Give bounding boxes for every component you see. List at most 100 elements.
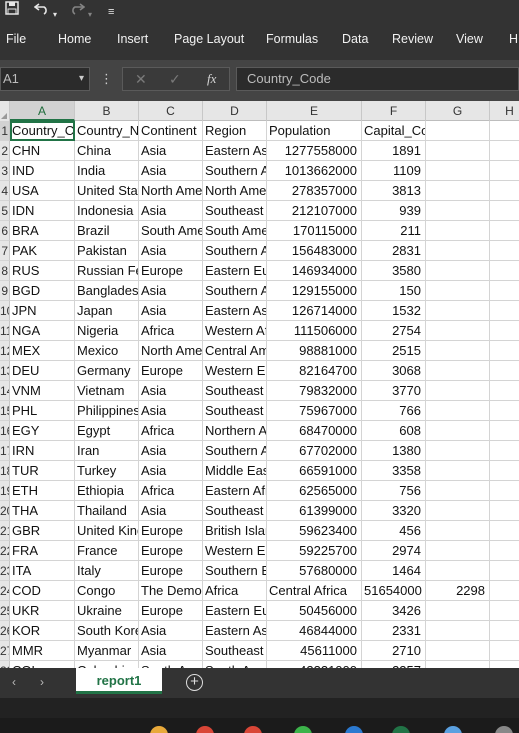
cell-g24[interactable]: 2298 [426,581,490,601]
cell-g18[interactable] [426,461,490,481]
chevron-down-icon[interactable]: ▾ [78,73,84,84]
cell-e8[interactable]: 146934000 [267,261,362,281]
cell-c22[interactable]: Europe [139,541,203,561]
app-icon-red[interactable] [196,726,214,733]
row-header[interactable]: 27 [0,641,10,661]
cell-f15[interactable]: 766 [362,401,426,421]
row-header[interactable]: 14 [0,381,10,401]
cell-b10[interactable]: Japan [75,301,139,321]
cell-c10[interactable]: Asia [139,301,203,321]
cell-g19[interactable] [426,481,490,501]
cell-e13[interactable]: 82164700 [267,361,362,381]
cell-d26[interactable]: Eastern Asia [203,621,267,641]
cell-f10[interactable]: 1532 [362,301,426,321]
cell-e14[interactable]: 79832000 [267,381,362,401]
cell-d10[interactable]: Eastern Asia [203,301,267,321]
cell-g14[interactable] [426,381,490,401]
cell-h1[interactable] [490,121,519,141]
cell-h8[interactable] [490,261,519,281]
cell-f11[interactable]: 2754 [362,321,426,341]
cell-g4[interactable] [426,181,490,201]
cell-a28[interactable]: COL [10,661,75,668]
cell-c9[interactable]: Asia [139,281,203,301]
cell-b17[interactable]: Iran [75,441,139,461]
cell-f28[interactable]: 2257 [362,661,426,668]
cell-b27[interactable]: Myanmar [75,641,139,661]
cell-g1[interactable] [426,121,490,141]
cell-c4[interactable]: North America [139,181,203,201]
cell-b8[interactable]: Russian Federation [75,261,139,281]
cell-f20[interactable]: 3320 [362,501,426,521]
cell-g13[interactable] [426,361,490,381]
cell-c8[interactable]: Europe [139,261,203,281]
cell-b21[interactable]: United Kingdom [75,521,139,541]
cell-a5[interactable]: IDN [10,201,75,221]
column-header-e[interactable]: E [267,101,362,121]
cell-d7[interactable]: Southern Asia [203,241,267,261]
cell-c17[interactable]: Asia [139,441,203,461]
cell-b24[interactable]: Congo [75,581,139,601]
cell-g2[interactable] [426,141,490,161]
cell-h26[interactable] [490,621,519,641]
cell-a26[interactable]: KOR [10,621,75,641]
cell-d15[interactable]: Southeast Asia [203,401,267,421]
cell-f12[interactable]: 2515 [362,341,426,361]
cell-g9[interactable] [426,281,490,301]
cell-f26[interactable]: 2331 [362,621,426,641]
tab-formulas[interactable]: Formulas [266,32,319,46]
name-box[interactable]: A1 ▾ [0,67,90,91]
cell-d12[interactable]: Central America [203,341,267,361]
cell-e25[interactable]: 50456000 [267,601,362,621]
cell-f25[interactable]: 3426 [362,601,426,621]
cell-b13[interactable]: Germany [75,361,139,381]
cell-c11[interactable]: Africa [139,321,203,341]
cell-d22[interactable]: Western Europe [203,541,267,561]
cell-c14[interactable]: Asia [139,381,203,401]
cell-h12[interactable] [490,341,519,361]
cell-h15[interactable] [490,401,519,421]
save-icon[interactable] [5,1,19,20]
cell-a8[interactable]: RUS [10,261,75,281]
chevron-left-icon[interactable]: ‹ [12,675,16,689]
cell-f2[interactable]: 1891 [362,141,426,161]
cell-e17[interactable]: 67702000 [267,441,362,461]
cell-c28[interactable]: South America [139,661,203,668]
tab-data[interactable]: Data [342,32,369,46]
cell-h24[interactable] [490,581,519,601]
cell-b9[interactable]: Bangladesh [75,281,139,301]
cell-h18[interactable] [490,461,519,481]
cell-d17[interactable]: Southern Asia [203,441,267,461]
cell-d2[interactable]: Eastern Asia [203,141,267,161]
cell-f21[interactable]: 456 [362,521,426,541]
cell-c20[interactable]: Asia [139,501,203,521]
cell-e15[interactable]: 75967000 [267,401,362,421]
cell-d20[interactable]: Southeast Asia [203,501,267,521]
cell-c12[interactable]: North America [139,341,203,361]
cell-f9[interactable]: 150 [362,281,426,301]
cell-a11[interactable]: NGA [10,321,75,341]
undo-dropdown-icon[interactable]: ▾ [53,10,58,19]
cell-f24[interactable]: 51654000 [362,581,426,601]
cell-f7[interactable]: 2831 [362,241,426,261]
cell-d5[interactable]: Southeast Asia [203,201,267,221]
cell-a19[interactable]: ETH [10,481,75,501]
cell-f23[interactable]: 1464 [362,561,426,581]
cell-h14[interactable] [490,381,519,401]
cell-d18[interactable]: Middle East [203,461,267,481]
cell-a25[interactable]: UKR [10,601,75,621]
cell-g8[interactable] [426,261,490,281]
cell-f16[interactable]: 608 [362,421,426,441]
cell-d28[interactable]: South America [203,661,267,668]
cell-e1[interactable]: Population [267,121,362,141]
cell-b7[interactable]: Pakistan [75,241,139,261]
row-header[interactable]: 12 [0,341,10,361]
tab-page-layout[interactable]: Page Layout [174,32,245,46]
insert-function-icon[interactable]: fx [207,71,217,86]
cell-e5[interactable]: 212107000 [267,201,362,221]
cell-b19[interactable]: Ethiopia [75,481,139,501]
column-header-a[interactable]: A [10,101,75,121]
cell-h25[interactable] [490,601,519,621]
cell-b25[interactable]: Ukraine [75,601,139,621]
tab-file[interactable]: File [6,32,27,46]
cell-g3[interactable] [426,161,490,181]
